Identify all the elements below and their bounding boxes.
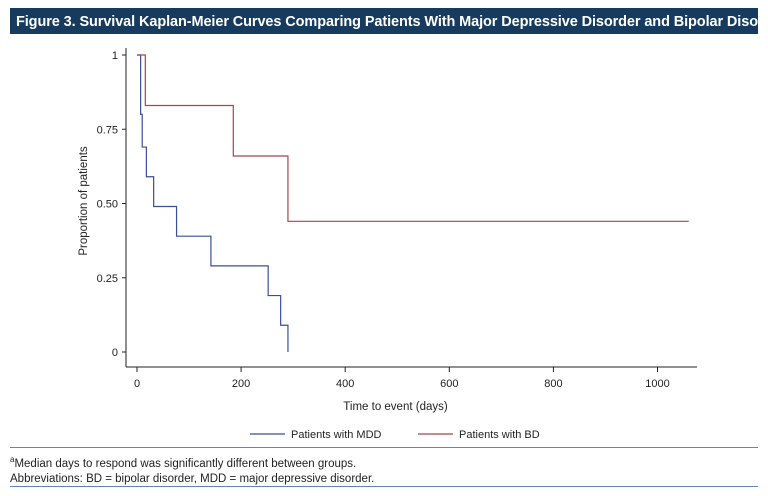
- legend-label-mdd: Patients with MDD: [291, 429, 382, 441]
- footnote-marker: a: [10, 455, 15, 464]
- bottom-rule: [10, 486, 758, 487]
- figure-title-bar: Figure 3. Survival Kaplan-Meier Curves C…: [10, 8, 768, 34]
- x-tick-label: 0: [134, 378, 140, 390]
- y-axis-label: Proportion of patients: [78, 146, 90, 256]
- x-tick-label: 1000: [645, 378, 669, 390]
- legend-label-bd: Patients with BD: [459, 429, 540, 441]
- y-tick-label: 0.75: [97, 124, 118, 136]
- series-line-bd: [137, 54, 689, 222]
- series-line-mdd: [137, 54, 289, 352]
- y-tick-label: 0.50: [97, 199, 118, 211]
- x-tick-label: 400: [336, 378, 354, 390]
- abbreviations: Abbreviations: BD = bipolar disorder, MD…: [10, 472, 375, 485]
- footnote-a: aMedian days to respond was significantl…: [10, 455, 357, 470]
- x-tick-label: 200: [232, 378, 250, 390]
- y-tick-label: 0: [112, 347, 118, 359]
- x-tick-label: 800: [544, 378, 562, 390]
- x-axis-label: Time to event (days): [343, 401, 448, 413]
- y-tick-label: 0.25: [97, 273, 118, 285]
- figure-title: Figure 3. Survival Kaplan-Meier Curves C…: [16, 13, 768, 30]
- kaplan-meier-chart: 0 200 400 600 800 1000 0 0.25 0.50 0.75 1 Time to e…: [78, 48, 697, 441]
- footnotes: aMedian days to respond was significantl…: [10, 452, 374, 487]
- x-tick-label: 600: [440, 378, 458, 390]
- top-rule: [10, 447, 758, 448]
- y-tick-label: 1: [112, 50, 118, 62]
